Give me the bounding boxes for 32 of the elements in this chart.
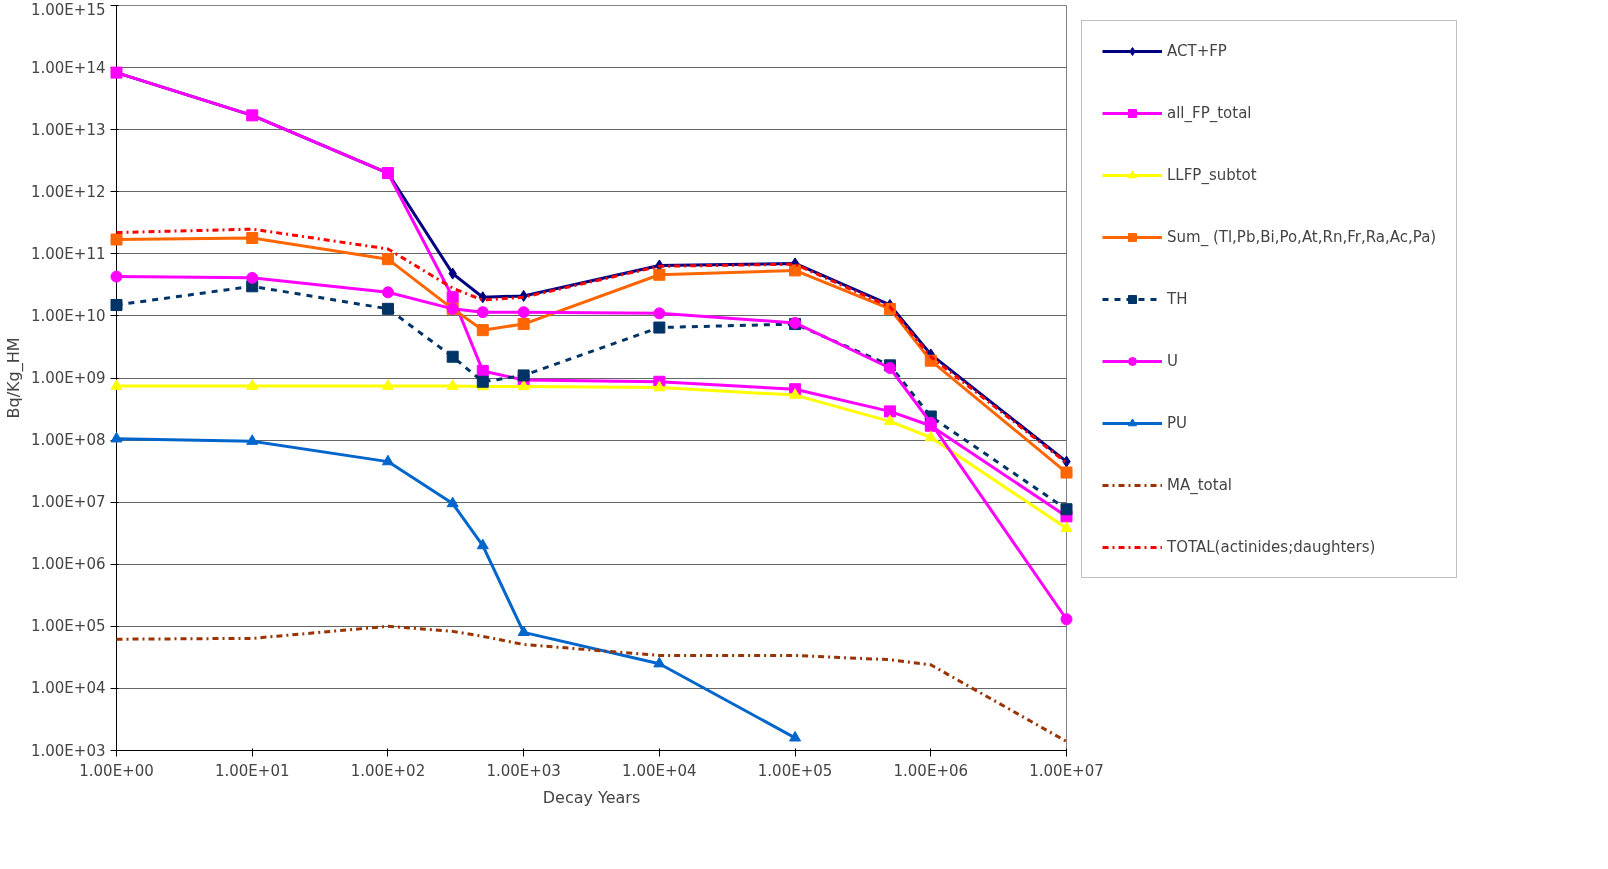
legend-label: U (1167, 352, 1179, 370)
legend-label: MA_total (1167, 476, 1233, 494)
x-tick-label: 1.00E+04 (622, 761, 697, 780)
legend-label: ACT+FP (1167, 42, 1227, 60)
y-tick-label: 1.00E+15 (30, 0, 106, 19)
x-tick-label: 1.00E+02 (350, 761, 426, 780)
y-tick-label: 1.00E+11 (30, 244, 106, 263)
y-tick-label: 1.00E+08 (30, 431, 106, 450)
y-tick-label: 1.00E+06 (30, 555, 106, 574)
x-tick-label: 1.00E+05 (757, 761, 833, 780)
legend-label: all_FP_total (1167, 104, 1252, 122)
y-tick-label: 1.00E+04 (30, 679, 106, 698)
x-tick-label: 1.00E+03 (486, 761, 561, 780)
x-tick-label: 1.00E+01 (214, 761, 290, 780)
x-tick-label: 1.00E+00 (79, 761, 154, 780)
y-tick-label: 1.00E+10 (30, 306, 106, 325)
y-tick-label: 1.00E+14 (30, 58, 106, 77)
x-tick-label: 1.00E+06 (893, 761, 969, 780)
legend-label: TH (1167, 290, 1188, 308)
legend-label: Sum_ (Tl,Pb,Bi,Po,At,Rn,Fr,Ra,Ac,Pa) (1167, 228, 1437, 246)
y-tick-label: 1.00E+07 (30, 493, 106, 512)
legend-label: PU (1167, 414, 1188, 432)
y-tick-label: 1.00E+03 (30, 741, 106, 760)
y-tick-label: 1.00E+13 (30, 120, 106, 139)
x-axis-title: Decay Years (542, 787, 641, 807)
y-tick-label: 1.00E+05 (30, 617, 106, 636)
x-tick-label: 1.00E+07 (1029, 761, 1104, 780)
y-tick-label: 1.00E+12 (30, 182, 106, 201)
legend-label: LLFP_subtot (1167, 166, 1257, 184)
legend-label: TOTAL(actinides;daughters) (1167, 538, 1376, 556)
y-tick-label: 1.00E+09 (30, 369, 106, 387)
y-axis-title: Bq/Kg_HM (3, 337, 24, 419)
